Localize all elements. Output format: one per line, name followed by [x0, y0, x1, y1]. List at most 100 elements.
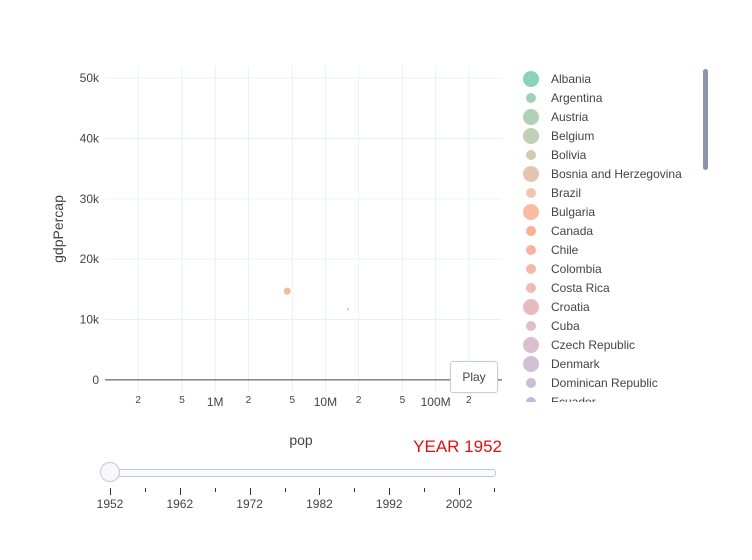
legend-label: Colombia	[551, 262, 602, 276]
legend-scrollbar[interactable]	[703, 69, 708, 170]
slider-tick	[144, 488, 146, 492]
legend-label: Dominican Republic	[551, 376, 658, 390]
slider-tick	[494, 488, 495, 492]
legend-item[interactable]: Canada	[526, 224, 593, 238]
grid-layer	[105, 66, 502, 392]
slider-step-label[interactable]: 2002	[445, 497, 473, 511]
legend-marker	[523, 337, 539, 353]
legend-item[interactable]: Colombia	[526, 262, 602, 276]
x-tick-label: 5	[289, 395, 295, 406]
legend-marker	[526, 378, 536, 388]
legend-marker	[523, 204, 539, 220]
y-tick-label: 20k	[80, 252, 100, 266]
legend-item[interactable]: Argentina	[526, 91, 603, 105]
slider-knob[interactable]	[100, 462, 120, 482]
legend-marker	[523, 128, 539, 144]
slider-tick	[179, 488, 181, 495]
legend-item[interactable]: Bosnia and Herzegovina	[523, 166, 682, 182]
legend-item[interactable]: Bulgaria	[523, 204, 595, 220]
legend-item[interactable]: Dominican Republic	[526, 376, 658, 390]
slider-tick	[424, 488, 426, 492]
x-tick-label: 10M	[314, 395, 337, 409]
legend-label: Denmark	[551, 357, 601, 371]
legend-marker	[526, 397, 536, 402]
slider-tick	[284, 488, 286, 492]
legend-item[interactable]: Ecuador	[526, 395, 596, 409]
legend-label: Argentina	[551, 91, 603, 105]
legend-marker	[526, 93, 536, 103]
current-year-label: YEAR 1952	[413, 437, 502, 456]
y-tick-label: 50k	[80, 71, 100, 85]
legend-item[interactable]: Albania	[523, 71, 591, 87]
legend-item[interactable]: Costa Rica	[526, 281, 610, 295]
y-tick-label: 40k	[80, 131, 100, 145]
legend-label: Canada	[551, 224, 593, 238]
legend-label: Ecuador	[551, 395, 596, 409]
x-tick-label: 5	[179, 395, 185, 406]
legend-marker	[526, 150, 536, 160]
slider-step-label[interactable]: 1952	[96, 497, 124, 511]
x-tick-label: 2	[356, 395, 362, 406]
legend-item[interactable]: Czech Republic	[523, 337, 635, 353]
legend-marker	[526, 245, 536, 255]
legend-item[interactable]: Belgium	[523, 128, 594, 144]
legend-marker	[523, 299, 539, 315]
legend-marker	[523, 356, 539, 372]
slider-tick	[319, 488, 321, 495]
slider-tick	[389, 488, 391, 495]
slider-tick	[459, 488, 461, 495]
legend-marker	[526, 226, 536, 236]
legend-label: Austria	[551, 110, 589, 124]
points-layer	[283, 287, 349, 311]
legend-item[interactable]: Bolivia	[526, 148, 587, 162]
legend-item[interactable]: Brazil	[526, 186, 581, 200]
legend-label: Chile	[551, 243, 579, 257]
y-tick-label: 10k	[80, 313, 100, 327]
x-tick-label: 2	[466, 395, 472, 406]
legend-label: Costa Rica	[551, 281, 610, 295]
y-tick-label: 30k	[80, 192, 100, 206]
slider-step-label[interactable]: 1992	[375, 497, 403, 511]
slider-step-label[interactable]: 1982	[306, 497, 333, 511]
x-tick-label: 5	[400, 395, 406, 406]
slider-step-label[interactable]: 1972	[236, 497, 263, 511]
legend-label: Brazil	[551, 186, 581, 200]
legend-item[interactable]: Cuba	[526, 319, 580, 333]
x-tick-label: 100M	[421, 395, 451, 409]
slider-step-label[interactable]: 1962	[166, 497, 194, 511]
data-point[interactable]	[346, 308, 349, 311]
legend-label: Czech Republic	[551, 338, 635, 352]
legend-label: Cuba	[551, 319, 580, 333]
legend-item[interactable]: Chile	[526, 243, 579, 257]
legend-marker	[526, 283, 536, 293]
slider-tick	[354, 488, 356, 492]
slider-tick	[214, 488, 216, 492]
legend-label: Bolivia	[551, 148, 587, 162]
legend-label: Bosnia and Herzegovina	[551, 167, 682, 181]
legend-marker	[523, 71, 539, 87]
x-tick-label: 2	[135, 395, 141, 406]
legend-label: Bulgaria	[551, 205, 595, 219]
legend-item[interactable]: Denmark	[523, 356, 601, 372]
legend-marker	[526, 264, 536, 274]
y-axis-title: gdpPercap	[50, 195, 66, 263]
x-tick-label: 1M	[207, 395, 224, 409]
x-tick-label: 2	[246, 395, 252, 406]
legend-label: Belgium	[551, 129, 594, 143]
axis-layer: 2 5 1M 2 5 10M 2 5 100M 2 0 10k 20k 30k 40k 50k	[80, 71, 472, 409]
y-tick-label: 0	[92, 373, 99, 387]
slider-tick	[249, 488, 251, 495]
legend-marker	[523, 109, 539, 125]
play-button[interactable]: Play	[450, 361, 498, 393]
legend-label: Croatia	[551, 300, 590, 314]
legend-item[interactable]: Croatia	[523, 299, 590, 315]
data-point[interactable]	[283, 287, 291, 295]
x-axis-title: pop	[289, 432, 313, 448]
year-slider[interactable]: 1952 1962 1972 1982 1992 2002	[97, 460, 508, 520]
legend-item[interactable]: Austria	[523, 109, 589, 125]
legend-marker	[526, 321, 536, 331]
slider-rail[interactable]	[110, 469, 496, 477]
legend-marker	[523, 166, 539, 182]
slider-tick	[110, 488, 111, 495]
